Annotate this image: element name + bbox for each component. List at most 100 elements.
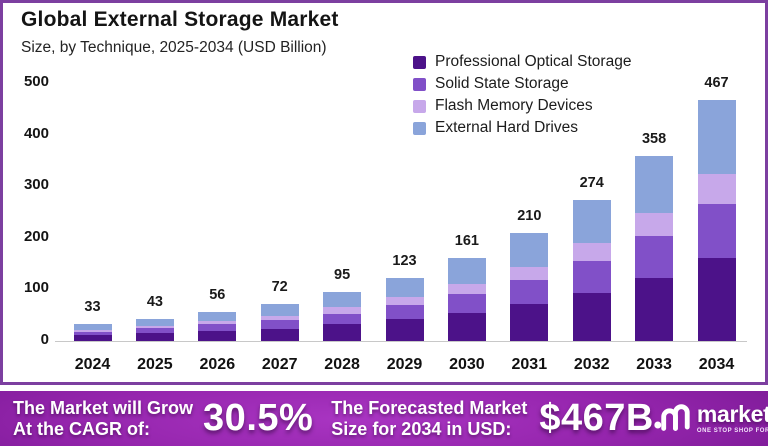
bar-total-label: 95 (334, 266, 351, 283)
bar-segment (260, 303, 299, 316)
chart-legend: Professional Optical Storage Solid State … (413, 51, 631, 139)
market-us-logo-icon (654, 400, 690, 437)
y-axis-tick-label: 400 (23, 124, 49, 142)
bar-segment (635, 236, 674, 279)
bar-segment (323, 291, 362, 308)
x-axis-tick-label: 2033 (636, 356, 672, 373)
bar-segment (697, 204, 736, 259)
brand-logo: market.us ONE STOP SHOP FOR THE REPORTS (654, 400, 768, 437)
forecast-label-line2: Size for 2034 in USD: (331, 418, 512, 439)
brand-tagline: ONE STOP SHOP FOR THE REPORTS (696, 428, 768, 434)
x-axis-tick-label: 2024 (74, 356, 111, 373)
bar-segment (260, 328, 299, 341)
x-axis-tick-label: 2032 (573, 356, 610, 373)
bar-segment (260, 315, 299, 321)
page-title: Global External Storage Market (21, 8, 339, 31)
bar-segment (135, 318, 174, 326)
forecast-label: The Forecasted Market Size for 2034 in U… (331, 398, 527, 440)
bar-segment (73, 329, 112, 332)
legend-item: Professional Optical Storage (413, 51, 631, 73)
bar-segment (572, 293, 611, 341)
x-axis-tick-label: 2026 (199, 356, 236, 373)
bar-total-label: 33 (84, 298, 101, 315)
y-axis-tick-label: 200 (23, 227, 49, 245)
legend-item-label: External Hard Drives (435, 119, 578, 136)
x-axis-tick-label: 2031 (511, 356, 548, 373)
bar-segment (447, 294, 486, 313)
bar-segment (260, 320, 299, 329)
bar-segment (323, 324, 362, 341)
bar-segment (198, 312, 237, 321)
bar-segment (572, 199, 611, 244)
legend-swatch-icon (413, 55, 426, 69)
legend-item: Flash Memory Devices (413, 95, 631, 117)
bar-segment (447, 312, 486, 341)
bar-segment (135, 328, 174, 334)
bar-total-label: 72 (271, 278, 288, 295)
legend-swatch-icon (413, 77, 426, 91)
x-axis-tick-label: 2029 (386, 356, 423, 373)
bar-segment (510, 232, 549, 267)
brand-name: market.us (696, 401, 768, 427)
x-axis-tick-label: 2025 (137, 356, 173, 373)
bar-segment (385, 277, 424, 298)
bar-segment (385, 319, 424, 341)
cagr-label-line1: The Market will Grow (13, 397, 194, 418)
bar-segment (510, 280, 549, 305)
legend-item-label: Solid State Storage (435, 75, 569, 92)
x-axis-tick-label: 2028 (324, 356, 360, 373)
x-axis-tick-label: 2034 (698, 356, 735, 373)
bar-segment (635, 156, 674, 214)
x-axis-tick-label: 2030 (449, 356, 485, 373)
bar-segment (323, 307, 362, 314)
cagr-label: The Market will Grow At the CAGR of: (13, 398, 193, 440)
forecast-value: $467B (539, 397, 654, 439)
bar-segment (73, 323, 112, 330)
legend-swatch-icon (413, 99, 426, 113)
bar-total-label: 358 (641, 131, 667, 148)
y-axis-tick-label: 100 (23, 279, 49, 297)
bar-total-label: 467 (704, 75, 729, 92)
bar-segment (73, 335, 112, 341)
legend-swatch-icon (413, 121, 426, 135)
bar-segment (385, 297, 424, 305)
y-axis-tick-label: 500 (23, 73, 49, 90)
bar-total-label: 161 (454, 232, 479, 249)
bar-segment (385, 304, 424, 320)
forecast-label-line1: The Forecasted Market (331, 397, 528, 418)
page-subtitle: Size, by Technique, 2025-2034 (USD Billi… (21, 39, 327, 56)
bar-segment (323, 313, 362, 325)
bar-segment (198, 324, 237, 332)
chart-panel: Global External Storage Market Size, by … (0, 0, 768, 385)
bar-segment (697, 174, 736, 205)
bar-segment (135, 325, 174, 329)
bar-segment (635, 213, 674, 237)
y-axis-tick-label: 300 (23, 176, 49, 194)
bar-total-label: 274 (579, 174, 604, 191)
bar-segment (697, 258, 736, 341)
bar-segment (635, 278, 674, 341)
bar-segment (572, 243, 611, 261)
bar-segment (572, 261, 611, 293)
bar-segment (198, 331, 237, 341)
x-axis-tick-label: 2027 (261, 356, 298, 373)
x-axis-line (55, 341, 747, 342)
bar-segment (697, 100, 736, 175)
bar-total-label: 56 (209, 287, 226, 304)
bottom-banner: The Market will Grow At the CAGR of: 30.… (0, 391, 768, 446)
legend-item-label: Professional Optical Storage (435, 53, 632, 70)
bar-segment (510, 266, 549, 281)
bar-segment (135, 333, 174, 341)
bar-segment (447, 257, 486, 284)
bar-total-label: 43 (146, 293, 163, 310)
legend-item: Solid State Storage (413, 73, 631, 95)
legend-item: External Hard Drives (413, 117, 631, 139)
cagr-label-line2: At the CAGR of: (13, 418, 150, 439)
bar-segment (198, 320, 237, 325)
legend-item-label: Flash Memory Devices (435, 97, 593, 114)
bar-segment (73, 331, 112, 336)
brand-text: market.us ONE STOP SHOP FOR THE REPORTS (696, 401, 768, 435)
bar-total-label: 210 (517, 207, 542, 224)
bar-total-label: 123 (392, 252, 417, 269)
y-axis-tick-label: 0 (40, 331, 49, 348)
